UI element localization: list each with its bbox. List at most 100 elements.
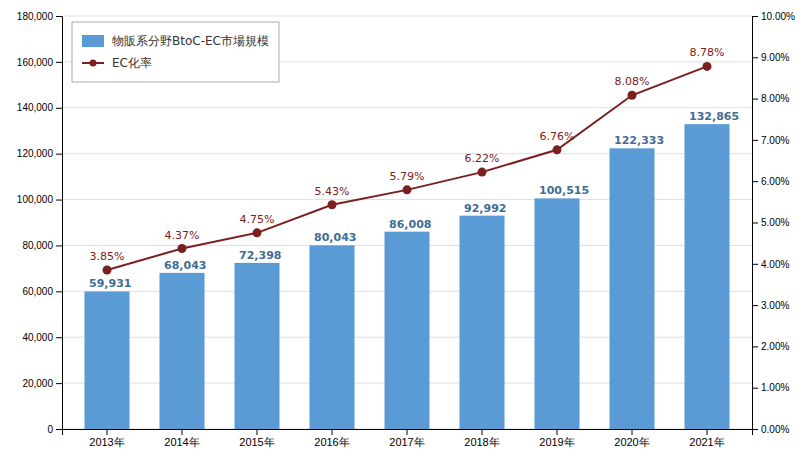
tick-label: 8.00% bbox=[761, 93, 789, 104]
tick-mark bbox=[56, 200, 62, 201]
tick-mark bbox=[107, 429, 108, 435]
y-tick: 100,000 bbox=[17, 194, 62, 205]
tick-label: 40,000 bbox=[22, 332, 53, 343]
y2-tick: 6.00% bbox=[752, 176, 789, 187]
x-tick: 2021年 bbox=[689, 429, 724, 448]
marker bbox=[403, 185, 412, 194]
tick-label: 60,000 bbox=[22, 286, 53, 297]
tick-mark bbox=[752, 99, 758, 100]
tick-mark bbox=[56, 16, 62, 17]
tick-label: 2021年 bbox=[689, 436, 724, 448]
tick-label: 120,000 bbox=[17, 148, 54, 159]
tick-mark bbox=[56, 154, 62, 155]
bar bbox=[160, 273, 205, 429]
y2-tick: 5.00% bbox=[752, 217, 789, 228]
tick-mark bbox=[182, 429, 183, 435]
tick-mark bbox=[407, 429, 408, 435]
x-axis: 2013年2014年2015年2016年2017年2018年2019年2020年… bbox=[63, 429, 753, 448]
bar bbox=[310, 245, 355, 429]
tick-label: 20,000 bbox=[22, 378, 53, 389]
axis-line bbox=[753, 17, 759, 430]
data-label: 4.75% bbox=[240, 213, 275, 226]
y2-axis: 0.00%1.00%2.00%3.00%4.00%5.00%6.00%7.00%… bbox=[752, 11, 795, 435]
marker bbox=[103, 265, 112, 274]
marker bbox=[703, 62, 712, 71]
legend-box bbox=[72, 22, 279, 82]
tick-label: 6.00% bbox=[761, 176, 789, 187]
tick-label: 3.00% bbox=[761, 300, 789, 311]
y2-tick: 0.00% bbox=[752, 424, 789, 435]
tick-mark bbox=[56, 291, 62, 292]
tick-mark bbox=[752, 305, 758, 306]
tick-mark bbox=[332, 429, 333, 435]
tick-label: 2020年 bbox=[614, 436, 649, 448]
tick-mark bbox=[56, 429, 62, 430]
bar bbox=[535, 198, 580, 429]
tick-mark bbox=[557, 429, 558, 435]
axis-line bbox=[56, 17, 63, 430]
tick-label: 160,000 bbox=[17, 57, 54, 68]
tick-label: 9.00% bbox=[761, 52, 789, 63]
tick-label: 2018年 bbox=[464, 436, 499, 448]
tick-mark bbox=[752, 264, 758, 265]
marker bbox=[328, 200, 337, 209]
tick-label: 2017年 bbox=[389, 436, 424, 448]
x-tick: 2019年 bbox=[539, 429, 574, 448]
tick-mark bbox=[56, 108, 62, 109]
legend-swatch bbox=[82, 35, 104, 47]
tick-label: 0 bbox=[47, 424, 53, 435]
tick-mark bbox=[752, 346, 758, 347]
marker bbox=[478, 168, 487, 177]
tick-label: 1.00% bbox=[761, 382, 789, 393]
tick-mark bbox=[482, 429, 483, 435]
tick-mark bbox=[707, 429, 708, 435]
y2-tick: 1.00% bbox=[752, 382, 789, 393]
y2-tick: 9.00% bbox=[752, 52, 789, 63]
x-tick: 2017年 bbox=[389, 429, 424, 448]
data-label: 59,931 bbox=[89, 277, 131, 290]
tick-mark bbox=[752, 16, 758, 17]
tick-mark bbox=[56, 337, 62, 338]
data-label: 68,043 bbox=[164, 259, 206, 272]
x-tick: 2014年 bbox=[164, 429, 199, 448]
tick-label: 180,000 bbox=[17, 11, 54, 22]
data-label: 80,043 bbox=[314, 231, 356, 244]
data-label: 86,008 bbox=[389, 218, 431, 231]
data-label: 6.22% bbox=[465, 152, 500, 165]
y-tick: 40,000 bbox=[22, 332, 62, 343]
x-tick: 2020年 bbox=[614, 429, 649, 448]
y-tick: 60,000 bbox=[22, 286, 62, 297]
tick-label: 2013年 bbox=[89, 436, 124, 448]
tick-label: 100,000 bbox=[17, 194, 54, 205]
y2-tick: 8.00% bbox=[752, 93, 789, 104]
data-label: 92,992 bbox=[464, 202, 506, 215]
tick-mark bbox=[752, 140, 758, 141]
data-label: 122,333 bbox=[614, 134, 664, 147]
tick-label: 0.00% bbox=[761, 424, 789, 435]
y2-tick: 2.00% bbox=[752, 341, 789, 352]
y2-tick: 10.00% bbox=[752, 11, 795, 22]
tick-mark bbox=[56, 245, 62, 246]
legend-label: 物販系分野BtoC-EC市場規模 bbox=[112, 34, 269, 48]
tick-mark bbox=[752, 223, 758, 224]
y-tick: 180,000 bbox=[17, 11, 62, 22]
y2-tick: 3.00% bbox=[752, 300, 789, 311]
legend: 物販系分野BtoC-EC市場規模 EC化率 bbox=[72, 22, 279, 82]
plot: 0 20,000 40,000 60,000 80,000 100,000 120,000 1… bbox=[17, 11, 795, 448]
legend-label: EC化率 bbox=[112, 56, 152, 70]
bar bbox=[460, 216, 505, 429]
chart: 0 20,000 40,000 60,000 80,000 100,000 120,000 1… bbox=[0, 0, 810, 461]
marker bbox=[178, 244, 187, 253]
grid-line bbox=[62, 16, 752, 17]
marker bbox=[553, 145, 562, 154]
data-label: 6.76% bbox=[540, 130, 575, 143]
y-tick: 80,000 bbox=[22, 240, 62, 251]
y-tick: 140,000 bbox=[17, 102, 62, 113]
data-label: 72,398 bbox=[239, 249, 281, 262]
tick-label: 2016年 bbox=[314, 436, 349, 448]
legend-marker bbox=[90, 60, 97, 67]
tick-label: 5.00% bbox=[761, 217, 789, 228]
tick-mark bbox=[257, 429, 258, 435]
y-tick: 0 bbox=[47, 424, 62, 435]
tick-label: 4.00% bbox=[761, 259, 789, 270]
